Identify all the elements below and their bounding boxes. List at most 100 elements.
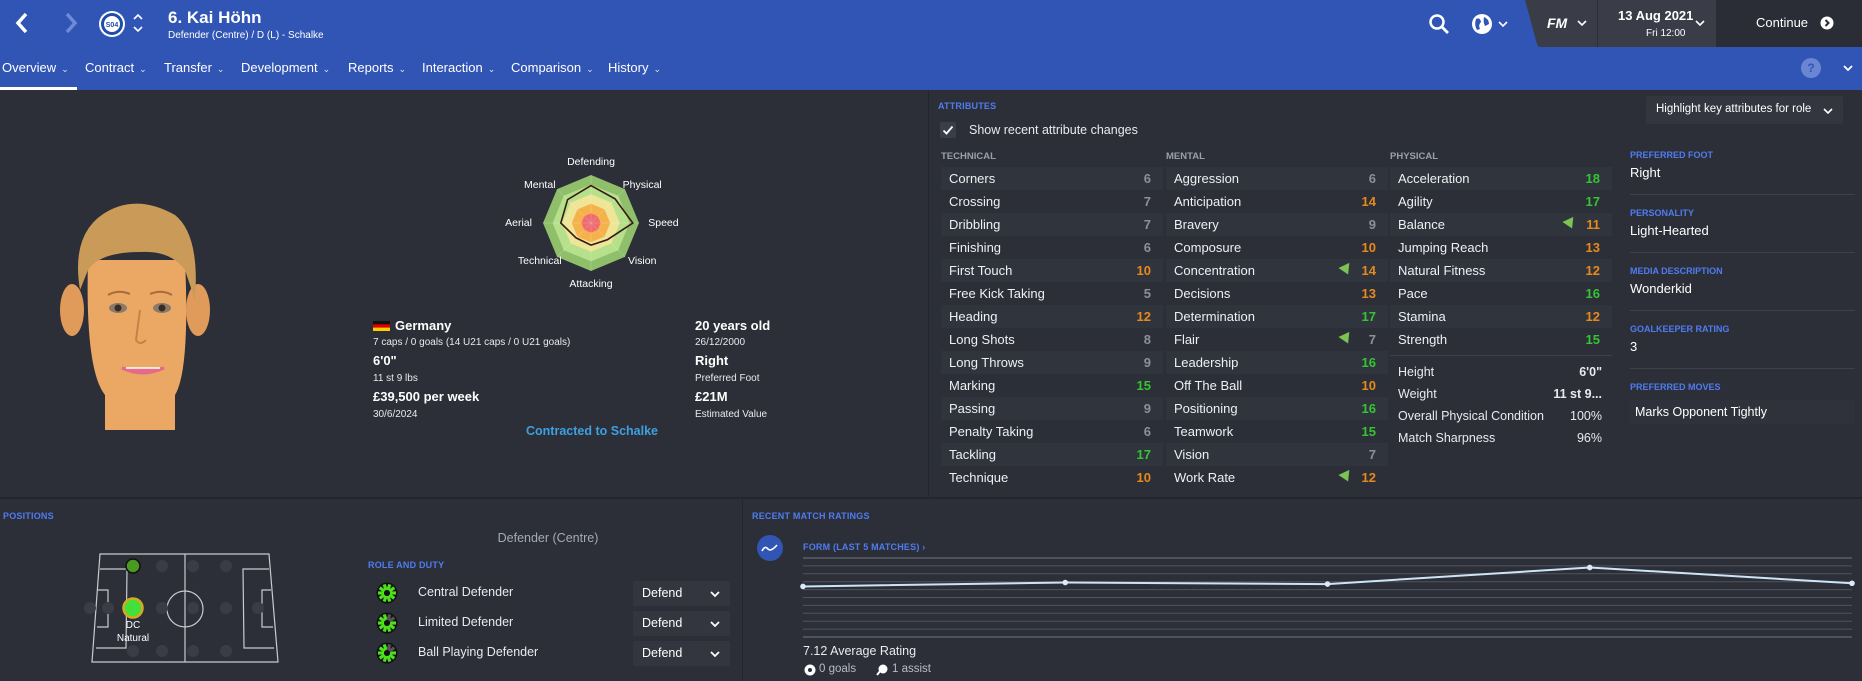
tab-transfer[interactable]: Transfer ⌄: [164, 60, 224, 75]
media-description-value: Wonderkid: [1630, 281, 1692, 296]
attribute-row-pace[interactable]: Pace 16: [1390, 282, 1612, 305]
form-point-1[interactable]: [800, 583, 806, 590]
physical-stat-label: Weight: [1398, 387, 1437, 401]
tab-history[interactable]: History ⌄: [608, 60, 661, 75]
attribute-value: 7: [1143, 217, 1151, 232]
germany-flag-icon: [373, 321, 390, 331]
attribute-row-composure[interactable]: Composure 10: [1166, 236, 1388, 259]
position-name: Defender (Centre): [497, 531, 599, 545]
attribute-row-concentration[interactable]: Concentration 14: [1166, 259, 1388, 282]
tab-reports[interactable]: Reports ⌄: [348, 60, 406, 75]
highlight-role-dropdown[interactable]: Highlight key attributes for role: [1646, 96, 1843, 124]
attribute-row-penalty-taking[interactable]: Penalty Taking 6: [941, 420, 1163, 443]
chevron-down-icon: [710, 621, 720, 628]
attribute-row-aggression[interactable]: Aggression 6: [1166, 167, 1388, 190]
help-icon[interactable]: ?: [1800, 57, 1822, 79]
attribute-row-long-shots[interactable]: Long Shots 8: [941, 328, 1163, 351]
attribute-row-crossing[interactable]: Crossing 7: [941, 190, 1163, 213]
continue-button[interactable]: Continue: [1716, 0, 1862, 47]
attribute-value: 9: [1143, 401, 1151, 416]
attribute-row-work-rate[interactable]: Work Rate 12: [1166, 466, 1388, 489]
globe-icon[interactable]: [1471, 13, 1511, 35]
attribute-row-heading[interactable]: Heading 12: [941, 305, 1163, 328]
form-point-3[interactable]: [1324, 581, 1331, 587]
club-badge-icon[interactable]: S04: [98, 10, 126, 38]
attribute-row-strength[interactable]: Strength 15: [1390, 328, 1612, 351]
attribute-row-jumping-reach[interactable]: Jumping Reach 13: [1390, 236, 1612, 259]
attribute-row-off-the-ball[interactable]: Off The Ball 10: [1166, 374, 1388, 397]
chevron-right-icon[interactable]: [63, 12, 79, 34]
attribute-row-long-throws[interactable]: Long Throws 9: [941, 351, 1163, 374]
attribute-row-stamina[interactable]: Stamina 12: [1390, 305, 1612, 328]
attribute-value: 17: [1585, 194, 1600, 209]
nationality[interactable]: Germany: [395, 318, 452, 333]
divider: [1630, 310, 1855, 311]
attribute-row-finishing[interactable]: Finishing 6: [941, 236, 1163, 259]
attribute-name: Anticipation: [1174, 194, 1242, 209]
attribute-row-first-touch[interactable]: First Touch 10: [941, 259, 1163, 282]
attribute-name: Leadership: [1174, 355, 1239, 370]
form-point-4[interactable]: [1586, 564, 1593, 571]
chevron-down-icon: [1695, 20, 1705, 27]
attribute-increase-arrow-icon: [1338, 331, 1354, 347]
preferred-move-item[interactable]: Marks Opponent Tightly: [1630, 400, 1855, 424]
right-penalty-box: [242, 568, 274, 649]
chevron-down-icon[interactable]: [1842, 63, 1854, 73]
attribute-row-marking[interactable]: Marking 15: [941, 374, 1163, 397]
attribute-row-natural-fitness[interactable]: Natural Fitness 12: [1390, 259, 1612, 282]
tab-interaction[interactable]: Interaction ⌄: [422, 60, 495, 75]
attribute-name: Teamwork: [1174, 424, 1234, 439]
attribute-name: Work Rate: [1174, 470, 1236, 485]
tab-comparison[interactable]: Comparison ⌄: [511, 60, 594, 75]
attribute-value: 10: [1361, 378, 1376, 393]
attribute-row-passing[interactable]: Passing 9: [941, 397, 1163, 420]
age: 20 years old: [695, 318, 771, 333]
show-changes-label[interactable]: Show recent attribute changes: [969, 123, 1138, 137]
search-icon[interactable]: [1428, 13, 1450, 35]
chevron-down-icon[interactable]: [1576, 18, 1588, 28]
attribute-row-positioning[interactable]: Positioning 16: [1166, 397, 1388, 420]
duty-dropdown[interactable]: Defend: [633, 581, 730, 606]
attribute-row-balance[interactable]: Balance 11: [1390, 213, 1612, 236]
date-button[interactable]: 13 Aug 2021 Fri 12:00: [1597, 0, 1716, 47]
preferred-foot-value: Right: [1630, 165, 1661, 180]
show-changes-checkbox[interactable]: [940, 122, 956, 138]
attribute-name: Strength: [1398, 332, 1448, 347]
attribute-row-tackling[interactable]: Tackling 17: [941, 443, 1163, 466]
form-point-5[interactable]: [1849, 580, 1855, 587]
attribute-row-teamwork[interactable]: Teamwork 15: [1166, 420, 1388, 443]
attribute-name: Finishing: [949, 240, 1002, 255]
attribute-row-leadership[interactable]: Leadership 16: [1166, 351, 1388, 374]
tab-overview[interactable]: Overview ⌄: [2, 60, 69, 75]
tab-label: Transfer: [164, 60, 212, 75]
tab-development[interactable]: Development ⌄: [241, 60, 330, 75]
attribute-row-corners[interactable]: Corners 6: [941, 167, 1163, 190]
attribute-name: Free Kick Taking: [949, 286, 1045, 301]
attribute-row-bravery[interactable]: Bravery 9: [1166, 213, 1388, 236]
attribute-row-acceleration[interactable]: Acceleration 18: [1390, 167, 1612, 190]
goalkeeper-rating-label: GOALKEEPER RATING: [1630, 324, 1730, 334]
pitch-outline: [91, 553, 279, 663]
duty-dropdown[interactable]: Defend: [633, 611, 730, 636]
form-point-2[interactable]: [1062, 579, 1069, 586]
attribute-row-flair[interactable]: Flair 7: [1166, 328, 1388, 351]
attribute-row-technique[interactable]: Technique 10: [941, 466, 1163, 489]
attribute-row-agility[interactable]: Agility 17: [1390, 190, 1612, 213]
chevron-left-icon[interactable]: [14, 12, 30, 34]
attribute-row-dribbling[interactable]: Dribbling 7: [941, 213, 1163, 236]
wage: £39,500 per week: [373, 389, 480, 404]
attribute-row-decisions[interactable]: Decisions 13: [1166, 282, 1388, 305]
form-link[interactable]: FORM (LAST 5 MATCHES) ›: [803, 542, 926, 552]
attribute-row-anticipation[interactable]: Anticipation 14: [1166, 190, 1388, 213]
fm-logo[interactable]: FM: [1547, 15, 1568, 31]
duty-dropdown[interactable]: Defend: [633, 641, 730, 666]
attribute-row-vision[interactable]: Vision 7: [1166, 443, 1388, 466]
attribute-row-free-kick-taking[interactable]: Free Kick Taking 5: [941, 282, 1163, 305]
tab-contract[interactable]: Contract ⌄: [85, 60, 147, 75]
position-dot-dc: [122, 597, 144, 619]
attribute-row-determination[interactable]: Determination 17: [1166, 305, 1388, 328]
contract-status-link[interactable]: Contracted to Schalke: [526, 424, 658, 438]
divider: [1630, 252, 1855, 253]
attribute-value: 7: [1143, 194, 1151, 209]
player-switch-icon[interactable]: [132, 12, 144, 34]
